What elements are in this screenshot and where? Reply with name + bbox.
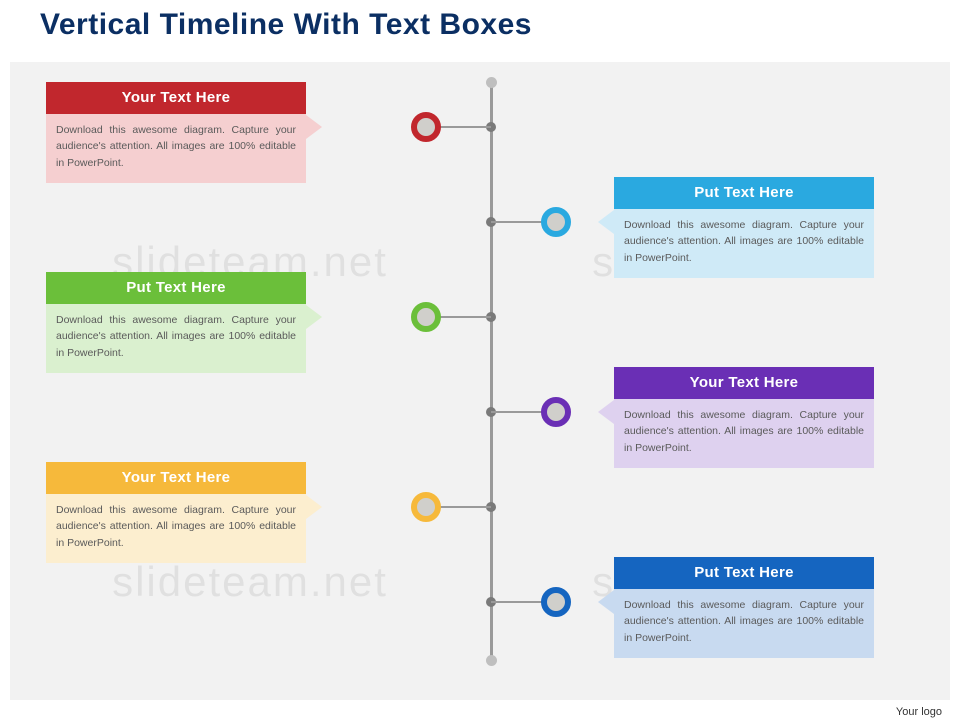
- box-body: Download this awesome diagram. Capture y…: [614, 399, 874, 468]
- footer-logo-text: Your logo: [896, 706, 942, 718]
- callout-arrow: [598, 590, 614, 614]
- timeline-box: Put Text HereDownload this awesome diagr…: [614, 177, 874, 278]
- box-body: Download this awesome diagram. Capture y…: [614, 589, 874, 658]
- timeline-ring: [411, 112, 441, 142]
- timeline-ring: [411, 492, 441, 522]
- box-header: Put Text Here: [46, 272, 306, 304]
- timeline-box: Your Text HereDownload this awesome diag…: [614, 367, 874, 468]
- timeline-box: Put Text HereDownload this awesome diagr…: [46, 272, 306, 373]
- spine-cap: [486, 655, 497, 666]
- box-body: Download this awesome diagram. Capture y…: [614, 209, 874, 278]
- box-header: Put Text Here: [614, 177, 874, 209]
- timeline-box: Your Text HereDownload this awesome diag…: [46, 82, 306, 183]
- box-header: Your Text Here: [614, 367, 874, 399]
- callout-arrow: [306, 495, 322, 519]
- box-body: Download this awesome diagram. Capture y…: [46, 304, 306, 373]
- callout-arrow: [598, 400, 614, 424]
- timeline-ring: [541, 207, 571, 237]
- box-body: Download this awesome diagram. Capture y…: [46, 494, 306, 563]
- timeline-box: Your Text HereDownload this awesome diag…: [46, 462, 306, 563]
- callout-arrow: [306, 115, 322, 139]
- box-body: Download this awesome diagram. Capture y…: [46, 114, 306, 183]
- watermark-text: slideteam.net: [112, 558, 388, 606]
- timeline-ring: [541, 587, 571, 617]
- box-header: Your Text Here: [46, 82, 306, 114]
- box-header: Put Text Here: [614, 557, 874, 589]
- timeline-box: Put Text HereDownload this awesome diagr…: [614, 557, 874, 658]
- callout-arrow: [598, 210, 614, 234]
- timeline-ring: [411, 302, 441, 332]
- timeline-spine: [490, 82, 493, 660]
- timeline-ring: [541, 397, 571, 427]
- page-title: Vertical Timeline With Text Boxes: [40, 8, 532, 42]
- callout-arrow: [306, 305, 322, 329]
- timeline-canvas: slideteam.netslideteam.netslideteam.nets…: [10, 62, 950, 700]
- spine-cap: [486, 77, 497, 88]
- box-header: Your Text Here: [46, 462, 306, 494]
